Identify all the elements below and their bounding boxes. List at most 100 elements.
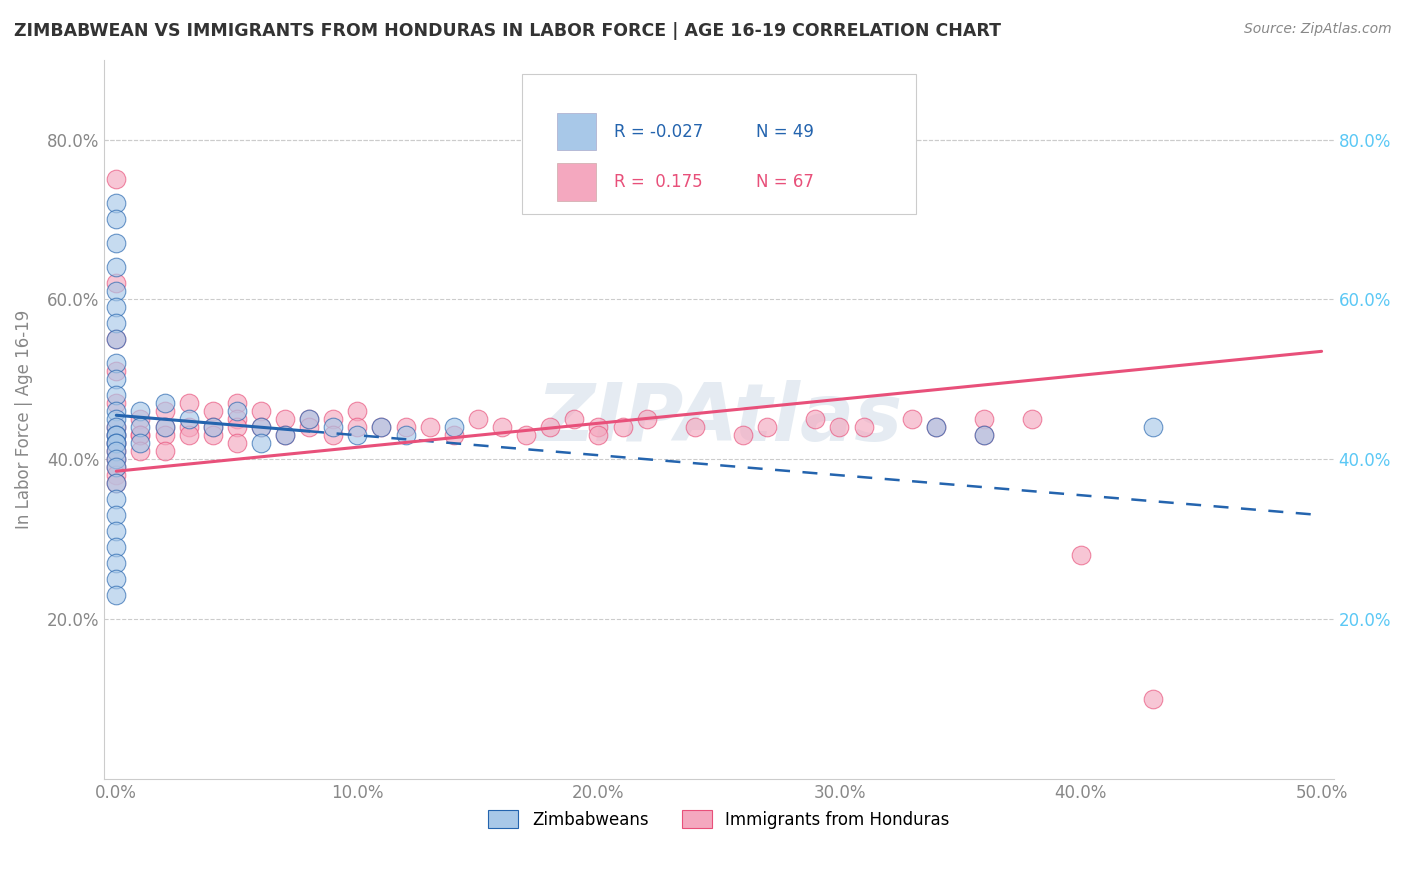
Y-axis label: In Labor Force | Age 16-19: In Labor Force | Age 16-19 xyxy=(15,310,32,529)
Point xyxy=(419,420,441,434)
Point xyxy=(225,436,247,450)
Point xyxy=(322,428,344,442)
Point xyxy=(588,420,610,434)
Point xyxy=(105,444,128,458)
Point xyxy=(153,420,176,434)
Point xyxy=(925,420,948,434)
Point xyxy=(683,420,706,434)
Point xyxy=(562,412,585,426)
Point xyxy=(105,476,128,491)
Point xyxy=(612,420,634,434)
Point xyxy=(322,412,344,426)
Point xyxy=(105,316,128,330)
Text: ZIMBABWEAN VS IMMIGRANTS FROM HONDURAS IN LABOR FORCE | AGE 16-19 CORRELATION CH: ZIMBABWEAN VS IMMIGRANTS FROM HONDURAS I… xyxy=(14,22,1001,40)
Point xyxy=(900,412,922,426)
Point xyxy=(973,428,995,442)
Point xyxy=(105,420,128,434)
Point xyxy=(636,412,658,426)
Point xyxy=(973,412,995,426)
Point xyxy=(201,404,224,418)
Point xyxy=(129,420,152,434)
Point xyxy=(129,436,152,450)
Point xyxy=(177,396,200,410)
Point xyxy=(105,332,128,346)
Point xyxy=(105,460,128,475)
Point xyxy=(443,428,465,442)
Point xyxy=(105,332,128,346)
Point xyxy=(105,468,128,483)
Point xyxy=(105,277,128,291)
Point xyxy=(129,444,152,458)
Point xyxy=(346,428,368,442)
Bar xyxy=(557,163,596,201)
Point xyxy=(973,428,995,442)
Point xyxy=(105,388,128,402)
Point xyxy=(129,428,152,442)
Point xyxy=(105,476,128,491)
Point xyxy=(538,420,561,434)
Point xyxy=(274,428,297,442)
Point xyxy=(201,420,224,434)
Point xyxy=(153,444,176,458)
Point xyxy=(370,420,392,434)
Point xyxy=(129,412,152,426)
Point xyxy=(201,428,224,442)
Point xyxy=(394,420,416,434)
Point xyxy=(298,420,321,434)
Point xyxy=(105,372,128,386)
Point xyxy=(105,452,128,467)
Point xyxy=(105,212,128,227)
Point xyxy=(105,396,128,410)
Point xyxy=(250,420,273,434)
Point xyxy=(250,436,273,450)
Point xyxy=(298,412,321,426)
Point xyxy=(177,412,200,426)
Point xyxy=(105,588,128,602)
Point xyxy=(177,420,200,434)
Point xyxy=(105,460,128,475)
Point xyxy=(153,428,176,442)
Point xyxy=(370,420,392,434)
Text: R = -0.027: R = -0.027 xyxy=(614,122,703,141)
Point xyxy=(153,404,176,418)
Point xyxy=(105,452,128,467)
Point xyxy=(105,444,128,458)
Point xyxy=(515,428,537,442)
Text: N = 49: N = 49 xyxy=(756,122,814,141)
Point xyxy=(274,428,297,442)
Point xyxy=(105,428,128,442)
Point xyxy=(129,428,152,442)
Point xyxy=(105,492,128,507)
Point xyxy=(467,412,489,426)
Point xyxy=(298,412,321,426)
Point xyxy=(105,508,128,523)
Text: Source: ZipAtlas.com: Source: ZipAtlas.com xyxy=(1244,22,1392,37)
Point xyxy=(756,420,779,434)
Point xyxy=(225,412,247,426)
Point xyxy=(225,396,247,410)
Text: ZIPAtlas: ZIPAtlas xyxy=(536,380,903,458)
Point xyxy=(105,404,128,418)
Point xyxy=(322,420,344,434)
Point xyxy=(105,420,128,434)
Point xyxy=(443,420,465,434)
Point xyxy=(105,436,128,450)
Point xyxy=(925,420,948,434)
Point xyxy=(1142,692,1164,706)
Point xyxy=(105,260,128,275)
Point xyxy=(129,404,152,418)
Point xyxy=(1070,548,1092,562)
Point xyxy=(153,396,176,410)
Point xyxy=(346,404,368,418)
Point xyxy=(105,364,128,378)
Point xyxy=(731,428,754,442)
Point xyxy=(105,540,128,554)
FancyBboxPatch shape xyxy=(522,74,915,214)
Point xyxy=(105,172,128,186)
Point xyxy=(105,436,128,450)
Point xyxy=(1021,412,1043,426)
Point xyxy=(105,285,128,299)
Point xyxy=(105,301,128,315)
Text: R =  0.175: R = 0.175 xyxy=(614,173,703,191)
Point xyxy=(105,236,128,251)
